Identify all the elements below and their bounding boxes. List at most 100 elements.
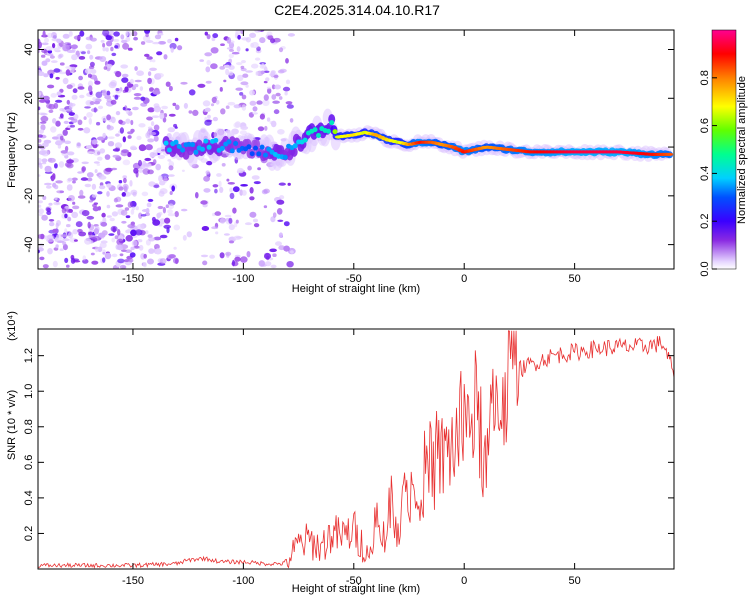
spectrogram-noise-blob [53,47,60,52]
spectrogram-noise-blob [285,58,289,64]
spectrogram-noise-blob [69,103,76,107]
spectrogram-noise-blob [79,189,84,197]
spectrogram-noise-blob [58,161,65,168]
spectrogram-noise-blob [106,215,112,218]
spectrogram-noise-blob [50,93,57,98]
spectrogram-noise-blob [110,225,118,232]
spectrogram-y-tick-label: 20 [23,92,35,104]
spectrogram-noise-blob [180,81,188,85]
spectrogram-noise-blob [232,186,240,193]
spectrogram-noise-blob [86,145,93,149]
spectrogram-noise-blob [86,215,95,220]
spectrogram-noise-blob [60,150,68,154]
spectrogram-noise-blob [159,112,165,120]
spectrogram-noise-blob [40,112,48,116]
snr-panel: -150 -100 -50 0 50 0.2 0.4 0.6 0.8 1.0 1.2 Height … [6,311,675,595]
spectrogram-noise-blob [105,35,113,41]
spectrogram-noise-blob [96,163,101,167]
spectrogram-noise-blob [215,231,219,235]
spectrogram-noise-blob [263,205,268,209]
spectrogram-y-axis-label: Frequency (Hz) [6,112,18,188]
spectrogram-noise-blob [120,209,128,216]
spectrogram-noise-blob [93,107,97,113]
spectrogram-noise-blob [153,184,160,189]
spectrogram-noise-blob [89,101,95,105]
spectrogram-noise-blob [200,200,208,205]
spectrogram-noise-blob [93,202,99,205]
spectrogram-noise-blob [124,188,128,193]
spectrogram-noise-blob [177,45,183,51]
snr-y-axis-label: SNR (10 * v/v) [6,390,18,460]
spectrogram-noise-blob [115,133,120,137]
spectrogram-noise-blob [278,182,286,186]
spectrogram-noise-blob [73,239,78,242]
spectrogram-noise-blob [42,195,47,200]
spectrogram-noise-blob [167,38,172,44]
spectrogram-noise-blob [272,253,277,257]
snr-y-tick-label: 0.2 [23,526,35,541]
spectrogram-noise-blob [149,89,154,92]
spectrogram-noise-blob [91,183,97,190]
spectrogram-noise-blob [55,76,60,80]
spectrogram-noise-blob [134,83,139,88]
spectrogram-noise-blob [38,41,42,49]
spectrogram-noise-blob [110,46,114,52]
spectrogram-noise-blob [91,139,98,145]
spectrogram-noise-blob [147,169,154,175]
spectrogram-y-tick-label: -20 [23,188,35,204]
spectrogram-noise-blob [254,57,261,61]
spectrogram-noise-blob [249,100,257,106]
spectrogram-noise-blob [62,241,67,246]
spectrogram-noise-blob [206,59,211,66]
spectrogram-noise-blob [55,180,63,184]
spectrogram-noise-blob [220,43,225,46]
spectrogram-noise-blob [146,202,152,208]
spectrogram-x-tick-label: -150 [122,273,144,285]
chart-title: C2E4.2025.314.04.10.R17 [274,2,440,18]
spectrogram-noise-blob [48,202,53,206]
spectrogram-noise-blob [44,37,49,43]
spectrogram-noise-blob [235,30,241,36]
spectrogram-noise-blob [48,103,56,110]
spectrogram-noise-blob [112,154,120,158]
spectrogram-noise-blob [289,118,294,123]
spectrogram-noise-blob [84,238,92,245]
spectrogram-noise-blob [90,252,95,256]
spectrogram-noise-blob [239,92,244,96]
spectrogram-noise-blob [103,66,108,70]
colorbar: 0.0 0.2 0.4 0.6 0.8 Normalized spectral ampl… [699,29,748,277]
spectrogram-noise-blob [110,99,117,105]
spectrogram-noise-blob [67,195,75,202]
spectrogram-noise-blob [141,209,149,212]
spectrogram-noise-blob [98,174,105,177]
spectrogram-noise-blob [201,226,210,231]
spectrogram-noise-blob [231,51,240,55]
spectrogram-noise-blob [162,207,166,214]
spectrogram-noise-blob [148,181,156,187]
spectrogram-noise-blob [278,245,286,251]
spectrogram-noise-blob [147,234,153,239]
spectrogram-noise-blob [241,60,246,64]
spectrogram-noise-blob [153,236,162,241]
spectrogram-noise-blob [81,210,90,217]
spectrogram-noise-blob [133,245,141,249]
spectrogram-noise-blob [124,207,130,211]
spectrogram-noise-blob [112,38,120,42]
spectrogram-noise-blob [45,207,51,212]
spectrogram-noise-blob [264,125,268,131]
spectrogram-noise-blob [41,150,50,157]
spectrogram-noise-blob [273,37,281,43]
spectrogram-noise-blob [58,53,64,58]
spectrogram-noise-blob [127,47,133,51]
spectrogram-noise-blob [46,53,54,56]
spectrogram-noise-blob [153,135,159,142]
spectrogram-noise-blob [101,212,106,218]
spectrogram-ridge-core [233,141,239,146]
spectrogram-noise-blob [120,150,129,157]
spectrogram-noise-blob [235,219,239,224]
spectrogram-noise-blob [219,87,223,92]
spectrogram-noise-blob [249,187,254,194]
spectrogram-noise-blob [66,84,73,89]
spectrogram-noise-blob [138,167,143,173]
spectrogram-noise-blob [234,256,241,262]
